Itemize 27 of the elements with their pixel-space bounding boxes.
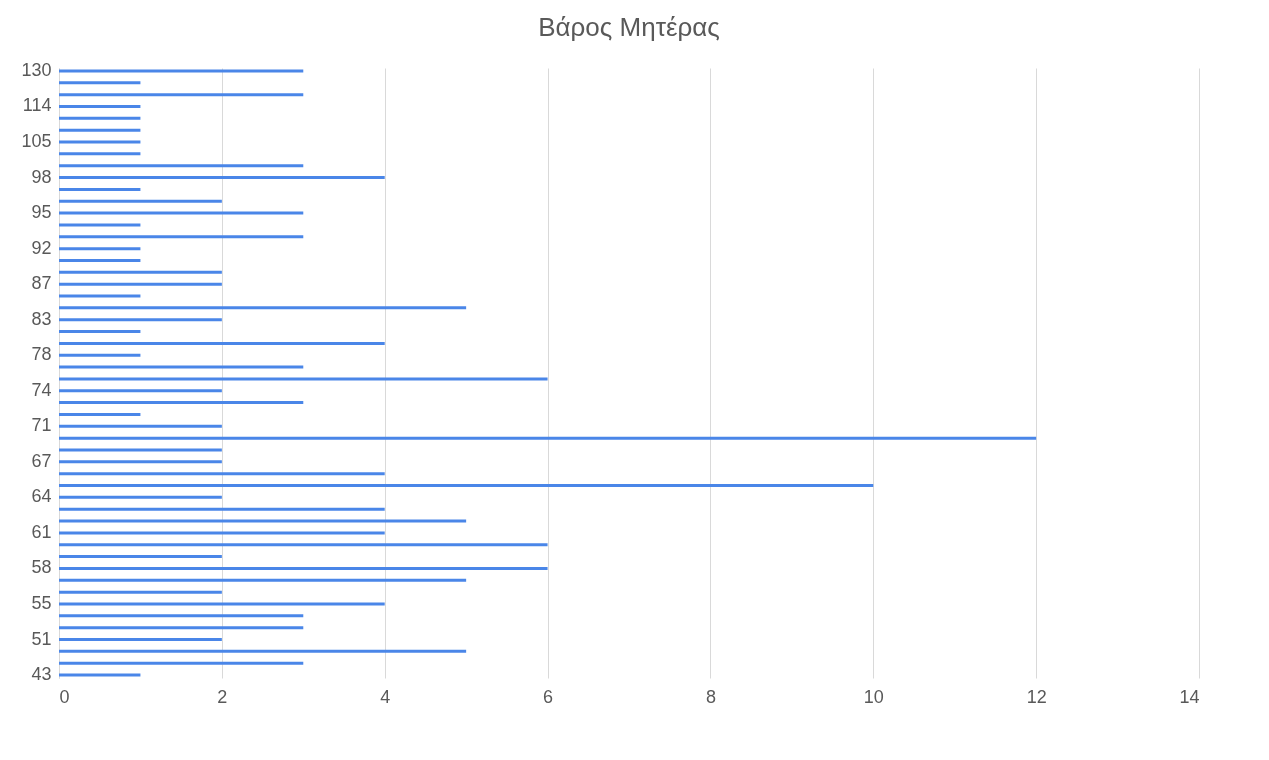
y-tick-label: 105 [21,131,52,152]
y-tick-label: 95 [31,202,52,223]
x-tick-label: 10 [863,686,884,707]
y-tick-label: 58 [31,557,52,578]
x-tick-label: 0 [59,686,70,707]
y-tick-label: 51 [31,628,52,649]
y-tick-label: 87 [31,273,52,294]
y-tick-label: 92 [31,237,52,258]
y-tick-label: 55 [31,592,52,613]
y-tick-label: 43 [31,664,52,685]
x-tick-label: 14 [1179,686,1200,707]
y-tick-label: 64 [31,486,52,507]
y-tick-label: 78 [31,344,52,365]
y-tick-label: 114 [22,95,52,116]
x-tick-label: 8 [705,686,716,707]
y-tick-label: 71 [31,415,52,436]
x-tick-label: 2 [217,686,228,707]
y-tick-label: 83 [31,308,52,329]
y-tick-label: 130 [21,59,52,80]
x-tick-label: 6 [543,686,554,707]
chart-title: Βάρος Μητέρας [538,12,720,43]
y-tick-label: 61 [31,521,52,542]
x-tick-label: 12 [1026,686,1047,707]
y-tick-label: 74 [31,379,52,400]
y-tick-label: 98 [31,166,52,187]
x-tick-label: 4 [380,686,391,707]
y-tick-label: 67 [31,450,52,471]
